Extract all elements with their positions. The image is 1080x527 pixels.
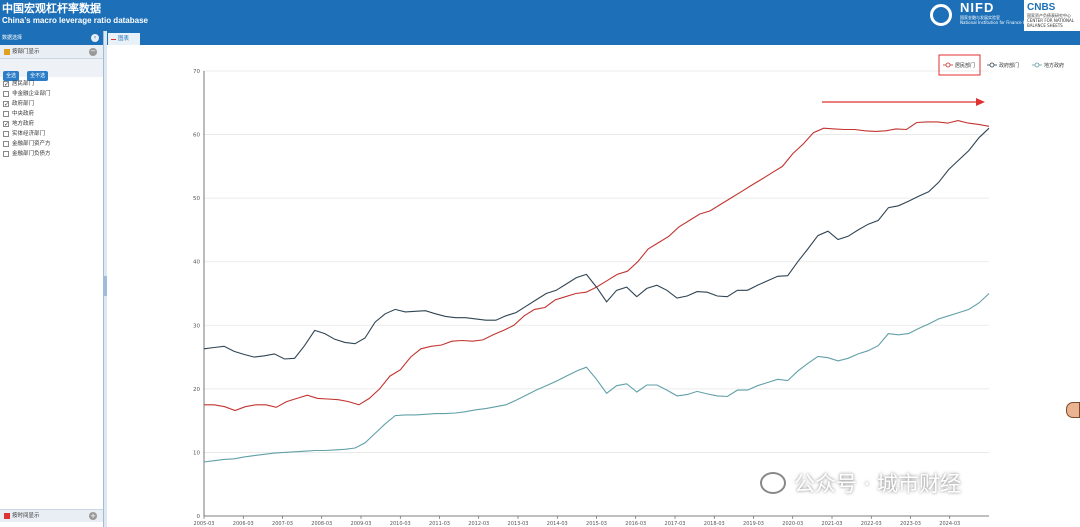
tab-chart[interactable]: 图表 <box>108 33 140 45</box>
y-tick-label: 70 <box>193 69 200 75</box>
folder-icon <box>4 48 10 55</box>
checkbox[interactable]: ✓ <box>3 121 10 128</box>
cnbs-logo: CNBS 国家资产负债表研究中心 CENTER FOR NATIONAL BAL… <box>1024 0 1080 31</box>
checkbox[interactable]: ✓ <box>3 81 10 88</box>
calendar-icon <box>4 512 10 519</box>
checkbox-item[interactable]: ✓ 政府部门 <box>3 99 100 109</box>
x-tick-label: 2013-03 <box>508 521 529 527</box>
y-tick-label: 20 <box>193 387 200 393</box>
select-all-button[interactable]: 全选 <box>3 71 20 81</box>
legend-highlight-box <box>938 54 981 76</box>
sidebar-title: 数据选择 ‹ <box>0 31 103 45</box>
app-header: 中国宏观杠杆率数据 China’s macro leverage ratio d… <box>0 0 1080 31</box>
checkbox-item[interactable]: 非金融企业部门 <box>3 89 100 99</box>
nifd-logo: NIFD 国家金融与发展实验室 National Institution for… <box>960 0 1055 25</box>
y-tick-label: 50 <box>193 196 200 202</box>
x-tick-label: 2015-03 <box>586 521 607 527</box>
avatar[interactable] <box>1066 402 1080 418</box>
checkbox-item[interactable]: 金融部门负债方 <box>3 149 100 159</box>
expand-panel-icon[interactable]: + <box>89 512 97 520</box>
collapse-panel-icon[interactable]: − <box>89 47 97 56</box>
series-line <box>203 293 990 463</box>
legend-marker <box>1034 62 1040 68</box>
line-chart-icon <box>111 37 116 40</box>
checkbox-item[interactable]: ✓ 居民部门 <box>3 79 100 89</box>
checkbox-item[interactable]: ✓ 地方政府 <box>3 119 100 129</box>
x-tick-label: 2005-03 <box>194 521 215 527</box>
checkbox[interactable]: ✓ <box>3 101 10 108</box>
checkbox-item[interactable]: 中央政府 <box>3 109 100 119</box>
legend-label: 居民部门 <box>955 62 975 69</box>
y-tick-label: 40 <box>193 260 200 266</box>
x-tick-label: 2018-03 <box>704 521 725 527</box>
x-tick-label: 2016-03 <box>625 521 646 527</box>
checkbox-label: 金融部门资产方 <box>12 141 51 147</box>
x-tick-label: 2023-03 <box>900 521 921 527</box>
checkbox-label: 金融部门负债方 <box>12 151 51 157</box>
checkbox-label: 实体经济部门 <box>12 131 46 137</box>
y-tick-label: 10 <box>193 450 200 456</box>
series-line <box>203 127 990 360</box>
legend-label: 政府部门 <box>999 62 1019 69</box>
tab-bar: 图表 <box>107 31 1080 45</box>
checkbox-label: 非金融企业部门 <box>12 91 51 97</box>
x-tick-label: 2010-03 <box>390 521 411 527</box>
nifd-emblem-icon <box>928 2 954 28</box>
checkbox[interactable] <box>3 91 9 97</box>
x-tick-label: 2006-03 <box>233 521 254 527</box>
x-tick-label: 2021-03 <box>822 521 843 527</box>
panel-header-sector[interactable]: 按部门显示 − <box>0 45 103 59</box>
legend-label: 地方政府 <box>1044 62 1064 69</box>
button-row: 全选 全不选 <box>0 59 103 81</box>
legend-marker <box>989 62 995 68</box>
checkbox-label: 地方政府 <box>12 121 35 127</box>
y-tick-label: 0 <box>197 514 201 520</box>
splitter-handle[interactable] <box>104 31 107 527</box>
x-tick-label: 2008-03 <box>311 521 332 527</box>
x-tick-label: 2019-03 <box>743 521 764 527</box>
x-tick-label: 2011-03 <box>429 521 450 527</box>
page-subtitle: China’s macro leverage ratio database <box>2 16 148 25</box>
x-tick-label: 2020-03 <box>782 521 803 527</box>
page-title: 中国宏观杠杆率数据 <box>2 2 101 15</box>
unselect-all-button[interactable]: 全不选 <box>27 71 49 81</box>
checkbox[interactable] <box>3 131 9 137</box>
x-tick-label: 2014-03 <box>547 521 568 527</box>
y-tick-label: 60 <box>193 133 200 139</box>
watermark: 公众号 · 城市财经 <box>760 468 961 498</box>
checkbox[interactable] <box>3 151 9 157</box>
wechat-icon <box>760 472 786 494</box>
x-tick-label: 2017-03 <box>665 521 686 527</box>
x-tick-label: 2007-03 <box>272 521 293 527</box>
x-tick-label: 2012-03 <box>468 521 489 527</box>
checkbox[interactable] <box>3 111 9 117</box>
collapse-sidebar-icon[interactable]: ‹ <box>91 34 99 42</box>
leverage-line-chart: 0 10 20 30 40 50 60 70 2005-03 2006-03 2007-03 2008… <box>193 54 1064 527</box>
checkbox-item[interactable]: 实体经济部门 <box>3 129 100 139</box>
checkbox-label: 政府部门 <box>12 101 35 107</box>
checkbox[interactable] <box>3 141 9 147</box>
x-tick-label: 2009-03 <box>351 521 372 527</box>
checkbox-item[interactable]: 金融部门资产方 <box>3 139 100 149</box>
x-tick-label: 2022-03 <box>861 521 882 527</box>
y-tick-label: 30 <box>193 323 200 329</box>
x-tick-label: 2024-03 <box>939 521 960 527</box>
sidebar: 数据选择 ‹ 按部门显示 − 全选 全不选 ✓ 居民部门 非金融企业部门 ✓ 政府部门中… <box>0 31 104 527</box>
annotation-arrow-head <box>976 98 985 106</box>
checkbox-label: 中央政府 <box>12 111 35 117</box>
legend-marker <box>945 62 951 68</box>
checkbox-label: 居民部门 <box>12 81 35 87</box>
panel-header-time[interactable]: 按时间显示 + <box>0 509 103 522</box>
series-line <box>204 120 990 412</box>
sector-checklist: ✓ 居民部门 非金融企业部门 ✓ 政府部门 中央政府 ✓ 地方政府 实体经济部门 金融部门资产方金… <box>0 77 103 161</box>
